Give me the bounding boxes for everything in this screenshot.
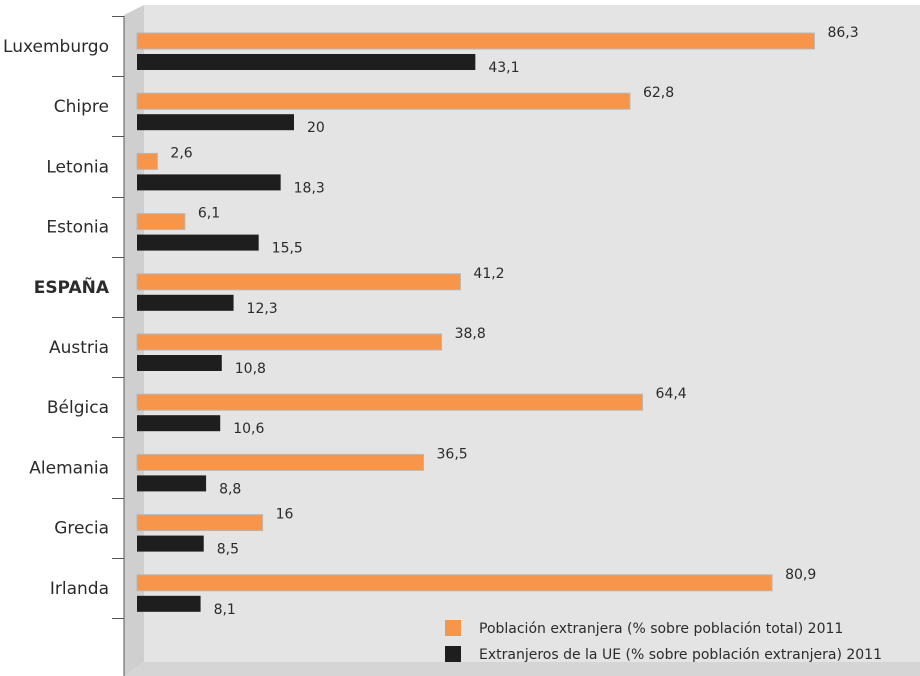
value-label: 15,5 bbox=[272, 241, 303, 257]
legend-label: Población extranjera (% sobre población … bbox=[479, 621, 843, 637]
y-axis-ticks bbox=[112, 16, 124, 619]
value-label: 41,2 bbox=[473, 266, 504, 282]
bar-extranjeros-ue bbox=[137, 234, 259, 251]
legend: Población extranjera (% sobre población … bbox=[445, 620, 882, 663]
legend-swatch bbox=[445, 646, 461, 662]
category-labels: Luxemburgo Chipre Letonia Estonia ESPAÑA Aust… bbox=[3, 37, 110, 599]
value-label: 8,5 bbox=[217, 542, 239, 558]
plot-depth-face bbox=[124, 5, 144, 676]
value-label: 38,8 bbox=[455, 326, 486, 342]
bars bbox=[136, 32, 815, 612]
value-label: 80,9 bbox=[785, 567, 816, 583]
value-label: 16 bbox=[276, 507, 294, 523]
bar-extranjeros-ue bbox=[137, 114, 294, 131]
legend-label: Extranjeros de la UE (% sobre población … bbox=[479, 647, 882, 663]
category-label: Irlanda bbox=[50, 579, 109, 599]
value-label: 2,6 bbox=[170, 145, 192, 161]
bar-poblacion-extranjera bbox=[136, 574, 773, 592]
value-label: 10,8 bbox=[235, 361, 266, 377]
bar-poblacion-extranjera bbox=[136, 32, 815, 50]
bar-extranjeros-ue bbox=[137, 355, 222, 371]
category-label: Austria bbox=[49, 338, 109, 358]
category-label: ESPAÑA bbox=[34, 275, 110, 298]
value-labels: 86,3 62,8 2,6 6,1 41,2 38,8 64,4 36,5 16 80,9 43,1… bbox=[170, 25, 858, 618]
category-label: Grecia bbox=[54, 519, 109, 539]
plot-floor bbox=[124, 662, 920, 676]
value-label: 6,1 bbox=[198, 206, 220, 222]
value-label: 10,6 bbox=[233, 421, 264, 437]
category-label: Bélgica bbox=[47, 398, 109, 418]
bar-poblacion-extranjera bbox=[136, 273, 461, 291]
category-label: Letonia bbox=[46, 157, 109, 177]
bar-extranjeros-ue bbox=[137, 294, 234, 311]
bar-extranjeros-ue bbox=[137, 535, 204, 552]
value-label: 64,4 bbox=[656, 386, 687, 402]
bar-extranjeros-ue bbox=[137, 174, 281, 191]
value-label: 8,8 bbox=[219, 481, 241, 497]
bar-poblacion-extranjera bbox=[136, 393, 644, 411]
category-label: Alemania bbox=[29, 458, 109, 478]
bar-extranjeros-ue bbox=[137, 54, 476, 70]
value-label: 8,1 bbox=[214, 602, 236, 618]
bar-extranjeros-ue bbox=[137, 475, 207, 492]
bar-poblacion-extranjera bbox=[136, 514, 264, 532]
bar-poblacion-extranjera bbox=[136, 453, 425, 471]
bar-extranjeros-ue bbox=[137, 595, 201, 612]
category-label: Chipre bbox=[54, 97, 109, 117]
value-label: 18,3 bbox=[294, 180, 325, 196]
value-label: 12,3 bbox=[247, 301, 278, 317]
bar-poblacion-extranjera bbox=[136, 333, 443, 351]
bar-poblacion-extranjera bbox=[136, 92, 631, 110]
bar-poblacion-extranjera bbox=[136, 213, 186, 231]
bar-poblacion-extranjera bbox=[136, 152, 158, 170]
bar-extranjeros-ue bbox=[137, 415, 221, 432]
category-label: Luxemburgo bbox=[3, 37, 109, 57]
value-label: 62,8 bbox=[643, 85, 674, 101]
value-label: 43,1 bbox=[488, 60, 519, 76]
value-label: 86,3 bbox=[827, 25, 858, 41]
value-label: 20 bbox=[307, 120, 325, 136]
category-label: Estonia bbox=[46, 218, 109, 238]
value-label: 36,5 bbox=[437, 446, 468, 462]
legend-swatch bbox=[445, 620, 461, 636]
